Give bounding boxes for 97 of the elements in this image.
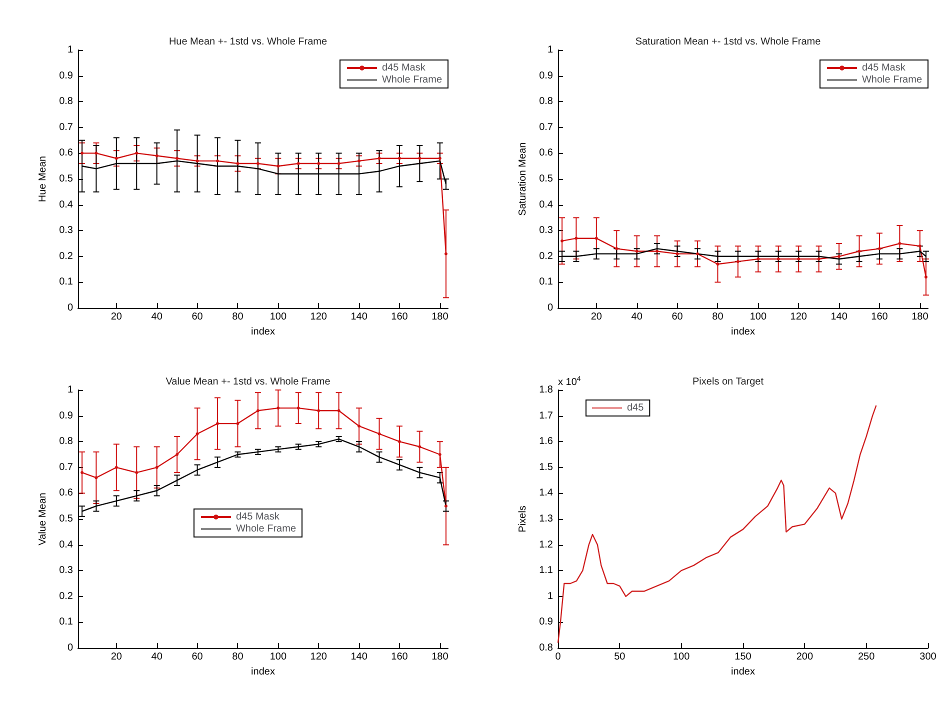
y-tick-label: 1.7 (539, 410, 554, 422)
y-tick-label: 0.7 (59, 122, 74, 133)
y-tick-label: 1.5 (539, 462, 554, 473)
x-tick-label: 300 (920, 652, 937, 662)
x-tick-label: 120 (310, 312, 328, 322)
x-tick-label: 60 (192, 312, 204, 322)
y-tick-label: 0.2 (539, 250, 554, 262)
x-tick-label: 20 (110, 312, 122, 322)
x-axis-title: index (251, 666, 275, 678)
y-axis-title: Hue Mean (38, 156, 49, 202)
chart-title: Value Mean +- 1std vs. Whole Frame (166, 376, 331, 388)
x-tick-label: 180 (432, 652, 449, 662)
y-tick-label: 1 (547, 44, 554, 56)
y-tick-label: 1 (67, 384, 74, 396)
x-tick-label: 80 (232, 312, 244, 322)
legend-label: d45 Mask (862, 62, 906, 74)
y-tick-label: 0.8 (539, 642, 554, 654)
x-tick-label: 40 (151, 312, 163, 322)
y-tick-label: 0.4 (59, 539, 74, 550)
y-tick-label: 0.7 (539, 122, 554, 133)
x-tick-label: 20 (110, 652, 122, 662)
x-tick-label: 160 (391, 312, 408, 322)
y-tick-label: 0.2 (59, 590, 74, 602)
y-tick-label: 0.5 (59, 174, 74, 184)
x-tick-label: 40 (631, 312, 643, 322)
y-tick-label: 0.8 (539, 96, 554, 108)
y-tick-label: 1.3 (539, 514, 554, 524)
x-tick-label: 80 (232, 652, 244, 662)
y-tick-label: 1.8 (539, 384, 554, 396)
y-tick-label: 0.6 (59, 488, 74, 499)
x-tick-label: 150 (734, 652, 752, 662)
x-tick-label: 120 (790, 312, 808, 322)
y-tick-label: 0 (67, 302, 74, 314)
y-tick-label: 0.5 (539, 174, 554, 184)
y-tick-label: 0.4 (539, 199, 554, 210)
x-tick-label: 180 (432, 312, 449, 322)
y-tick-label: 0.9 (59, 70, 74, 82)
x-tick-label: 180 (912, 312, 929, 322)
y-axis-title: Pixels (518, 506, 529, 532)
y-tick-label: 1.4 (539, 488, 554, 499)
y-tick-label: 0.8 (59, 436, 74, 448)
x-tick-label: 160 (871, 312, 888, 322)
x-tick-label: 100 (270, 652, 287, 662)
y-tick-label: 0.6 (59, 148, 74, 159)
y-axis-title: Value Mean (38, 492, 49, 546)
y-tick-label: 0.4 (59, 199, 74, 210)
y-tick-label: 0.3 (59, 565, 74, 576)
legend-label: d45 Mask (236, 512, 280, 522)
y-tick-label: 0.9 (59, 410, 74, 422)
x-tick-label: 200 (796, 652, 814, 662)
y-tick-label: 1.1 (539, 565, 554, 576)
x-tick-label: 50 (614, 652, 626, 662)
x-axis-title: index (251, 326, 275, 338)
y-tick-label: 0.1 (59, 616, 74, 628)
x-tick-label: 60 (672, 312, 684, 322)
y-tick-label: 0.1 (539, 276, 554, 288)
y-tick-label: 0.5 (59, 514, 74, 524)
x-axis-title: index (731, 326, 755, 338)
x-tick-label: 100 (672, 652, 690, 662)
x-tick-label: 120 (310, 652, 328, 662)
x-tick-label: 100 (750, 312, 767, 322)
y-tick-label: 1 (547, 590, 554, 602)
x-tick-label: 160 (391, 652, 408, 662)
x-tick-label: 140 (350, 652, 368, 662)
legend-label: d45 Mask (382, 62, 426, 74)
chart-title: Saturation Mean +- 1std vs. Whole Frame (635, 36, 822, 48)
chart-title: Hue Mean +- 1std vs. Whole Frame (168, 36, 328, 48)
y-tick-label: 0.8 (59, 96, 74, 108)
x-tick-label: 0 (555, 652, 562, 662)
y-axis-title: Saturation Mean (518, 142, 529, 216)
x-tick-label: 140 (350, 312, 368, 322)
y-tick-label: 1.6 (539, 436, 554, 448)
x-axis-title: index (731, 666, 755, 678)
x-tick-label: 250 (858, 652, 876, 662)
y-tick-label: 0 (547, 302, 554, 314)
y-tick-label: 0 (67, 642, 74, 654)
legend-label: d45 (627, 402, 644, 414)
y-tick-label: 0.9 (539, 70, 554, 82)
x-tick-label: 80 (712, 312, 724, 322)
x-tick-label: 140 (830, 312, 848, 322)
x-tick-label: 20 (590, 312, 602, 322)
y-tick-label: 0.1 (59, 276, 74, 288)
chart-title: Pixels on Target (692, 376, 764, 388)
x-tick-label: 60 (192, 652, 204, 662)
legend-label: Whole Frame (382, 74, 442, 86)
y-tick-label: 0.3 (59, 225, 74, 236)
y-tick-label: 0.3 (539, 225, 554, 236)
x-tick-label: 40 (151, 652, 163, 662)
legend-label: Whole Frame (236, 524, 296, 534)
x-tick-label: 100 (270, 312, 287, 322)
y-tick-label: 1 (67, 44, 74, 56)
y-tick-label: 0.9 (539, 616, 554, 628)
y-tick-label: 0.2 (59, 250, 74, 262)
y-tick-label: 0.6 (539, 148, 554, 159)
y-tick-label: 1.2 (539, 539, 554, 550)
legend-label: Whole Frame (862, 74, 922, 86)
y-tick-label: 0.7 (59, 462, 74, 473)
